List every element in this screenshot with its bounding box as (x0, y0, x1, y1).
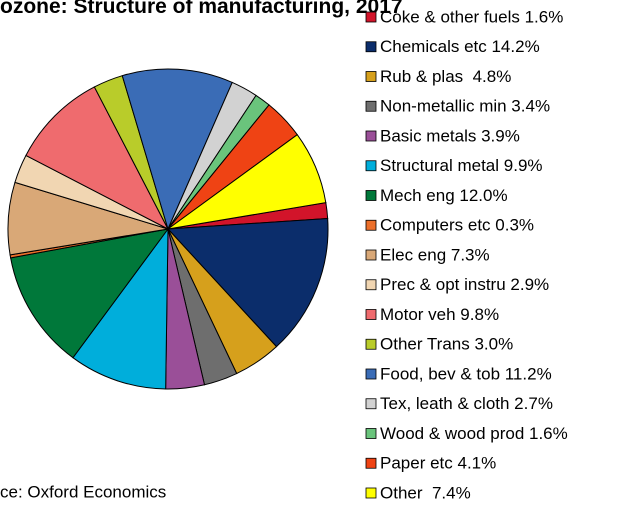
legend-swatch (365, 249, 377, 261)
legend-label: Paper etc 4.1% (380, 454, 496, 473)
legend-label: Prec & opt instru 2.9% (380, 275, 549, 294)
legend-label: Tex, leath & cloth 2.7% (380, 394, 553, 413)
pie-slice (72, 227, 169, 390)
legend-label: Basic metals 3.9% (380, 126, 520, 145)
pie-slice (166, 218, 329, 348)
legend-label: Non-metallic min 3.4% (380, 97, 550, 116)
chart-title: ozone: Structure of manufacturing, 2017 (0, 0, 403, 18)
legend-swatch (365, 279, 377, 291)
legend-swatch (365, 219, 377, 231)
legend-swatch (365, 71, 377, 82)
source: ce: Oxford Economics (0, 482, 166, 501)
legend-swatch (365, 100, 377, 112)
legend-swatch (365, 11, 377, 23)
legend-label: Motor veh 9.8% (380, 305, 499, 324)
legend-label: Wood & wood prod 1.6% (380, 424, 568, 443)
legend-swatch (365, 338, 377, 350)
legend-label: Chemicals etc 14.2% (380, 37, 540, 56)
legend-swatch (365, 309, 377, 320)
legend-label: Food, bev & tob 11.2% (380, 364, 552, 383)
pie-slice (25, 86, 170, 231)
legend-swatch (365, 130, 377, 142)
pie-slice (10, 228, 170, 359)
legend-swatch (365, 41, 377, 53)
legend-label: Computers etc 0.3% (380, 216, 534, 235)
legend-swatch (365, 457, 377, 469)
legend-label: Elec eng 7.3% (380, 245, 490, 264)
legend-swatch (365, 190, 377, 201)
legend-label: Rub & plas 4.8% (380, 67, 511, 86)
legend-label: Other Trans 3.0% (380, 335, 513, 354)
pie-slice (167, 133, 327, 230)
legend-swatch (365, 368, 377, 380)
legend-swatch (365, 160, 377, 172)
pie-slice (121, 68, 233, 231)
legend-swatch (365, 428, 377, 439)
legend-label: Other 7.4% (380, 483, 471, 502)
legend-label: Structural metal 9.9% (380, 156, 543, 175)
legend-swatch (365, 398, 377, 410)
legend-label: Coke & other fuels 1.6% (380, 7, 563, 26)
legend-swatch (365, 487, 377, 499)
legend-label: Mech eng 12.0% (380, 186, 508, 205)
